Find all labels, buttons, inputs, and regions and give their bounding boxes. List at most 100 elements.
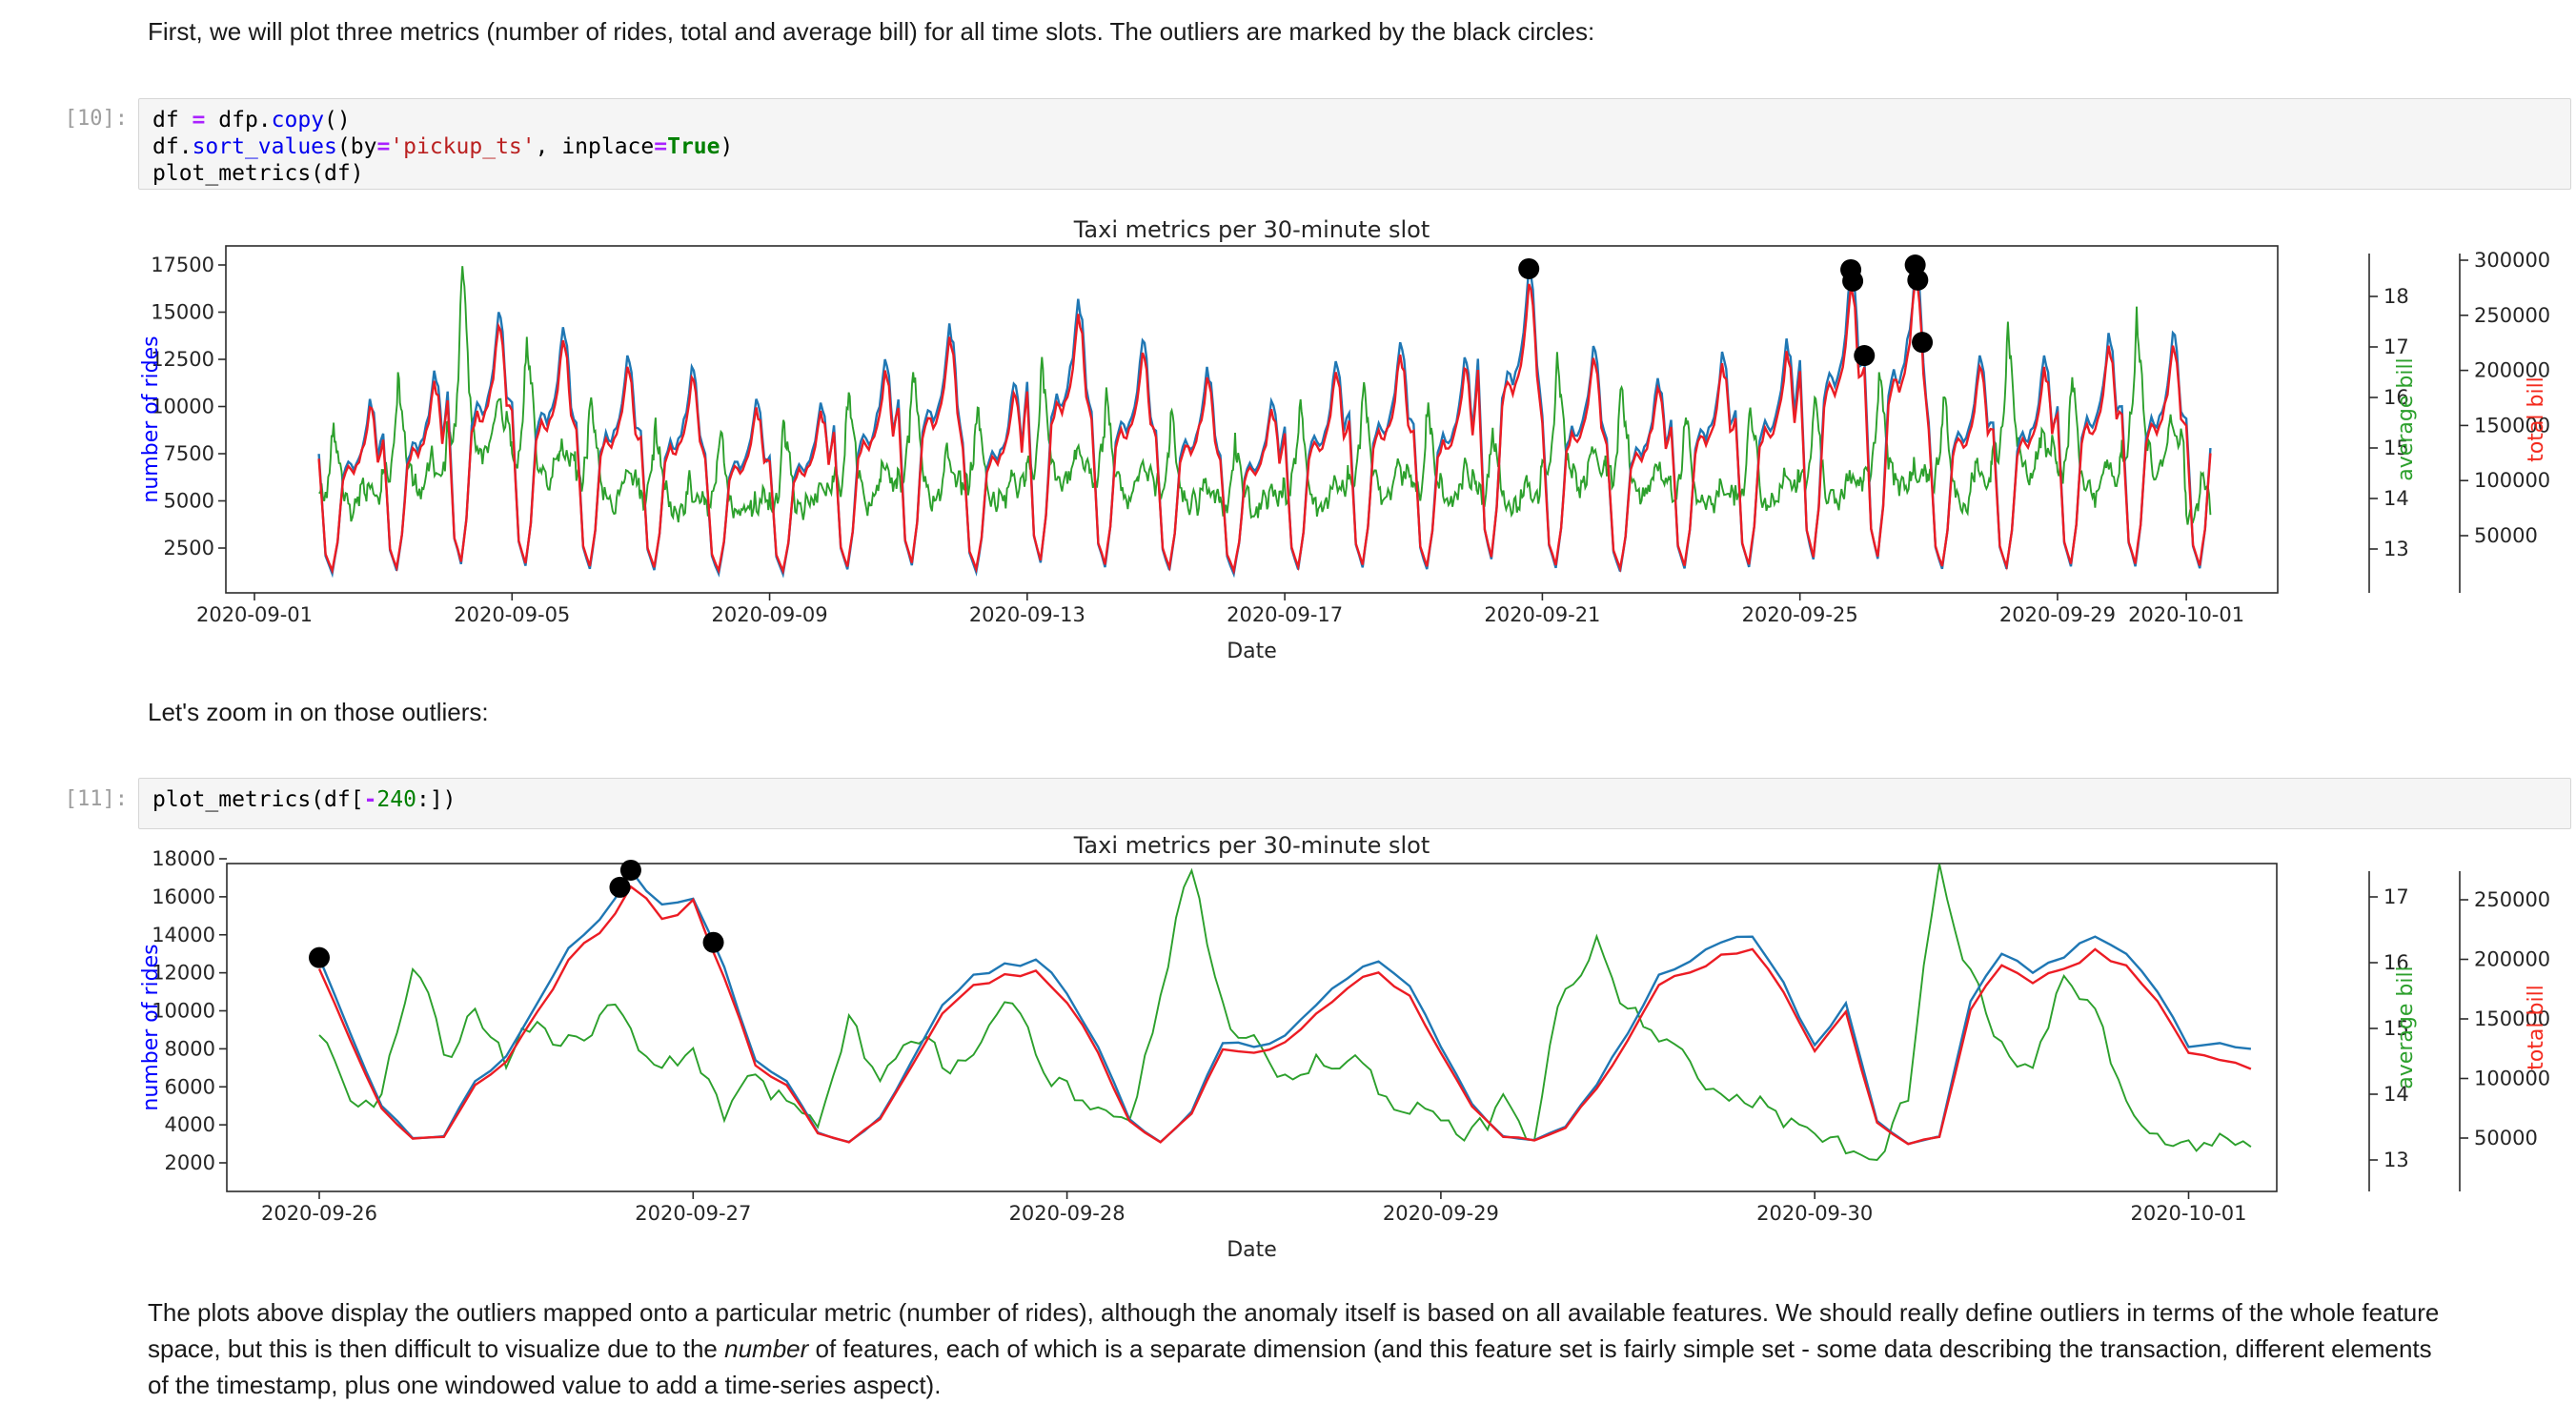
svg-text:14: 14 — [2383, 1083, 2409, 1106]
svg-text:Date: Date — [1227, 640, 1277, 663]
code-token: = — [376, 134, 391, 159]
code-token: :]) — [416, 787, 456, 812]
svg-text:2020-09-28: 2020-09-28 — [1009, 1202, 1126, 1225]
outlier-dot — [619, 859, 641, 881]
code-token: 240 — [376, 787, 416, 812]
svg-text:2020-09-13: 2020-09-13 — [969, 603, 1085, 626]
svg-text:100000: 100000 — [2474, 469, 2550, 492]
code-token: (by — [336, 134, 377, 159]
code-token: , inplace — [535, 134, 655, 159]
svg-text:16: 16 — [2383, 951, 2409, 974]
outlier-dot — [1854, 345, 1876, 367]
svg-text:15000: 15000 — [151, 301, 214, 324]
svg-text:18: 18 — [2383, 285, 2409, 308]
svg-text:total bill: total bill — [2525, 985, 2548, 1070]
code-token: ) — [720, 134, 734, 159]
svg-text:18000: 18000 — [152, 847, 215, 870]
svg-text:12500: 12500 — [151, 348, 214, 371]
number-of-rides-line — [317, 867, 2252, 1146]
series-lines — [317, 864, 2252, 1161]
conclusion-italic-word: number — [724, 1334, 809, 1363]
svg-text:Date: Date — [1227, 1238, 1277, 1262]
svg-text:17: 17 — [2383, 885, 2409, 908]
code-line: plot_metrics(df) — [152, 160, 2557, 187]
outlier-dot — [1912, 332, 1934, 354]
code-cell-10-input[interactable]: df = dfp.copy() df.sort_values(by='pickup… — [138, 98, 2571, 190]
chart-figure-1: Taxi metrics per 30-minute slot 2020-09-0… — [0, 219, 2576, 667]
svg-text:50000: 50000 — [2474, 524, 2538, 547]
outlier-dot — [1518, 257, 1540, 279]
markdown-zoom-text: Let's zoom in on those outliers: — [148, 698, 489, 726]
code-token: - — [363, 787, 377, 812]
conclusion-part1: The plots above display the outliers map… — [148, 1298, 2440, 1363]
svg-text:17: 17 — [2383, 336, 2409, 358]
total-bill-line — [317, 276, 2212, 576]
average-bill-axis: 13 14 15 16 17 average bill — [2368, 871, 2418, 1191]
code-token: . — [257, 108, 272, 132]
svg-text:number of rides: number of rides — [139, 944, 163, 1110]
svg-text:15: 15 — [2383, 1017, 2409, 1040]
code-line: plot_metrics(df[-240:]) — [152, 786, 2557, 813]
code-token: plot_metrics(df) — [152, 161, 364, 186]
code-token: = — [192, 108, 206, 132]
svg-text:2020-09-27: 2020-09-27 — [635, 1202, 751, 1225]
svg-text:5000: 5000 — [164, 490, 214, 513]
svg-text:2000: 2000 — [165, 1151, 215, 1174]
svg-text:8000: 8000 — [165, 1037, 215, 1060]
svg-text:16000: 16000 — [152, 885, 215, 908]
svg-text:2020-09-05: 2020-09-05 — [454, 603, 570, 626]
svg-text:average bill: average bill — [2394, 966, 2418, 1088]
code-token: 'pickup_ts' — [390, 134, 536, 159]
svg-text:250000: 250000 — [2474, 304, 2550, 327]
outlier-dot — [309, 946, 330, 968]
svg-text:200000: 200000 — [2474, 948, 2550, 971]
x-axis: 2020-09-01 2020-09-05 2020-09-09 2020-09-13… — [196, 593, 2244, 663]
svg-text:total bill: total bill — [2525, 376, 2548, 462]
code-line: df.sort_values(by='pickup_ts', inplace=T… — [152, 133, 2557, 160]
svg-text:2020-09-29: 2020-09-29 — [1999, 603, 2116, 626]
svg-text:150000: 150000 — [2474, 414, 2550, 437]
outlier-dot — [702, 931, 724, 953]
y-axis-left: 2500 5000 7500 10000 12500 15000 17500 number o… — [139, 254, 226, 559]
svg-text:12000: 12000 — [152, 962, 215, 985]
svg-text:15: 15 — [2383, 437, 2409, 459]
svg-text:150000: 150000 — [2474, 1007, 2550, 1030]
y-axis-left: 2000 4000 6000 8000 10000 12000 14000 16000 1800… — [139, 847, 227, 1174]
svg-text:2020-09-26: 2020-09-26 — [261, 1202, 377, 1225]
markdown-intro: First, we will plot three metrics (numbe… — [148, 13, 1594, 50]
markdown-intro-text: First, we will plot three metrics (numbe… — [148, 17, 1595, 46]
svg-text:10000: 10000 — [151, 396, 214, 418]
svg-text:2500: 2500 — [164, 537, 214, 559]
svg-text:2020-09-17: 2020-09-17 — [1227, 603, 1343, 626]
total-bill-axis: 50000 100000 150000 200000 250000 300000 total… — [2459, 249, 2550, 593]
code-cell-11-input[interactable]: plot_metrics(df[-240:]) — [138, 778, 2571, 829]
svg-text:Taxi metrics per 30-minute slo: Taxi metrics per 30-minute slot — [1073, 835, 1430, 859]
code-token: df — [152, 134, 179, 159]
code-token: = — [654, 134, 668, 159]
conclusion-part2: of features, each of which is a separate… — [148, 1334, 2432, 1399]
outlier-dots — [309, 859, 724, 968]
cell-prompt-11: [11]: — [64, 787, 128, 811]
code-token: copy — [271, 108, 325, 132]
svg-text:14000: 14000 — [152, 924, 215, 946]
markdown-zoom-note: Let's zoom in on those outliers: — [148, 694, 489, 730]
svg-text:300000: 300000 — [2474, 249, 2550, 272]
outlier-dot — [1907, 269, 1929, 291]
outlier-dot — [609, 876, 631, 898]
chart-title: Taxi metrics per 30-minute slot — [1073, 219, 1430, 243]
code-token: plot_metrics(df[ — [152, 787, 364, 812]
code-token: dfp — [205, 108, 258, 132]
svg-text:4000: 4000 — [165, 1113, 215, 1136]
svg-text:2020-09-30: 2020-09-30 — [1756, 1202, 1873, 1225]
outlier-dot — [1842, 270, 1864, 292]
taxi-metrics-chart-1: Taxi metrics per 30-minute slot 2020-09-0… — [139, 219, 2550, 663]
svg-text:2020-09-21: 2020-09-21 — [1484, 603, 1600, 626]
svg-text:50000: 50000 — [2474, 1127, 2538, 1149]
svg-text:16: 16 — [2383, 386, 2409, 409]
total-bill-axis: 50000 100000 150000 200000 250000 total bill — [2459, 871, 2550, 1191]
x-axis: 2020-09-26 2020-09-27 2020-09-28 2020-09-29… — [261, 1191, 2247, 1262]
svg-text:6000: 6000 — [165, 1075, 215, 1098]
plot-border — [225, 245, 2279, 594]
svg-text:Taxi metrics per 30-minute slo: Taxi metrics per 30-minute slot — [1073, 219, 1430, 243]
svg-text:2020-09-09: 2020-09-09 — [712, 603, 828, 626]
